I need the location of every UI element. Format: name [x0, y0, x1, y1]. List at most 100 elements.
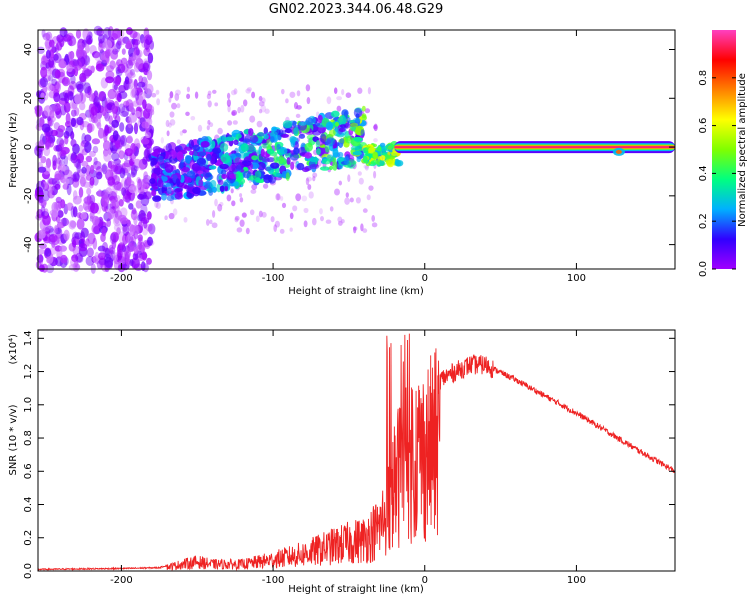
- heatmap-cell: [93, 51, 103, 62]
- heatmap-cell: [211, 140, 216, 149]
- heatmap-cell: [343, 156, 350, 165]
- heatmap-cell: [226, 99, 231, 107]
- heatmap-cell: [90, 106, 98, 116]
- heatmap-cell: [118, 84, 126, 93]
- heatmap-cell: [115, 40, 122, 50]
- heatmap-cell: [364, 165, 369, 171]
- heatmap-cell: [117, 63, 126, 74]
- heatmap-cell: [110, 199, 117, 207]
- heatmap-cell: [112, 48, 119, 55]
- heatmap-cell: [360, 129, 365, 137]
- heatmap-cell: [292, 205, 298, 212]
- heatmap-cell: [124, 247, 131, 259]
- heatmap-cell: [88, 94, 95, 102]
- heatmap-cell: [101, 107, 107, 117]
- heatmap-cell: [143, 38, 150, 50]
- heatmap-cell: [63, 229, 70, 241]
- heatmap-cell: [121, 48, 126, 55]
- heatmap-cell: [336, 105, 342, 112]
- heatmap-cell: [85, 155, 93, 163]
- heatmap-cell: [133, 216, 138, 225]
- heatmap-cell: [130, 164, 138, 176]
- heatmap-cell: [362, 228, 368, 233]
- x-tick-label: -200: [110, 575, 133, 586]
- heatmap-cell: [111, 105, 117, 115]
- heatmap-cell: [263, 133, 269, 140]
- heatmap-cell: [101, 165, 109, 175]
- heatmap-cell: [89, 176, 95, 186]
- heatmap-cell: [370, 160, 377, 165]
- heatmap-cell: [104, 49, 111, 59]
- heatmap-cell: [113, 158, 121, 165]
- heatmap-cell: [109, 60, 116, 70]
- heatmap-cell: [113, 181, 122, 191]
- heatmap-cell: [276, 193, 280, 201]
- heatmap-cell: [249, 209, 255, 216]
- heatmap-cell: [301, 195, 308, 202]
- heatmap-cell: [89, 150, 96, 157]
- heatmap-cell: [245, 88, 252, 94]
- heatmap-cell: [233, 181, 239, 187]
- heatmap-cell: [105, 76, 115, 84]
- heatmap-cell: [233, 88, 238, 95]
- heatmap-cell: [189, 150, 194, 156]
- heatmap-cell: [328, 165, 333, 171]
- heatmap-cell: [194, 91, 199, 99]
- heatmap-cell: [230, 188, 234, 194]
- heatmap-cell: [72, 173, 77, 182]
- heatmap-cell: [142, 108, 151, 119]
- heatmap-cell: [54, 183, 61, 190]
- heatmap-cell: [37, 248, 45, 255]
- heatmap-cell: [298, 146, 307, 156]
- heatmap-cell: [69, 220, 77, 228]
- y-tick-label: 40: [23, 43, 34, 56]
- heatmap-cell: [47, 75, 54, 82]
- snr-series-line: [37, 333, 676, 572]
- heatmap-cell: [248, 128, 254, 137]
- heatmap-cell: [129, 259, 134, 267]
- heatmap-cell: [97, 127, 105, 139]
- heatmap-cell: [107, 208, 115, 220]
- heatmap-cell: [207, 90, 212, 96]
- heatmap-cell: [66, 202, 74, 211]
- heatmap-cell: [101, 226, 107, 237]
- heatmap-cell: [132, 158, 142, 169]
- heatmap-cell: [75, 158, 82, 170]
- heatmap-cell: [154, 200, 159, 208]
- heatmap-cell: [278, 129, 284, 137]
- heatmap-cell: [36, 229, 46, 239]
- heatmap-cell: [47, 56, 56, 69]
- heatmap-cell: [263, 174, 272, 184]
- heatmap-cell: [111, 152, 120, 162]
- heatmap-cell: [84, 240, 93, 247]
- heatmap-cell: [367, 87, 372, 95]
- heatmap-cell: [83, 195, 93, 205]
- heatmap-cell: [97, 245, 106, 252]
- heatmap-cell: [338, 220, 343, 226]
- heatmap-cell: [250, 189, 257, 194]
- heatmap-cell: [349, 197, 354, 203]
- heatmap-cell: [42, 214, 51, 226]
- heatmap-cell: [60, 164, 67, 172]
- heatmap-cell: [358, 177, 364, 185]
- snr-y-label: SNR (10 * v/v): [8, 404, 19, 475]
- heatmap-cell: [368, 185, 374, 191]
- heatmap-cell: [182, 129, 187, 134]
- heatmap-cell: [286, 157, 291, 165]
- heatmap-cell: [94, 251, 100, 262]
- heatmap-cell: [368, 147, 376, 154]
- heatmap-cell: [130, 142, 136, 154]
- heatmap-cell: [128, 185, 137, 194]
- heatmap-cell: [43, 146, 51, 157]
- y-tick-label: 0.6: [23, 463, 34, 479]
- heatmap-cell: [260, 104, 267, 113]
- heatmap-cell: [75, 29, 82, 39]
- heatmap-cell: [306, 176, 312, 182]
- heatmap-cell: [151, 189, 157, 197]
- heatmap-cell: [226, 92, 231, 100]
- heatmap-cell: [271, 126, 278, 132]
- heatmap-cell: [56, 157, 61, 165]
- heatmap-cell: [104, 124, 110, 137]
- heatmap-cell: [235, 171, 244, 182]
- heatmap-cell: [78, 243, 88, 252]
